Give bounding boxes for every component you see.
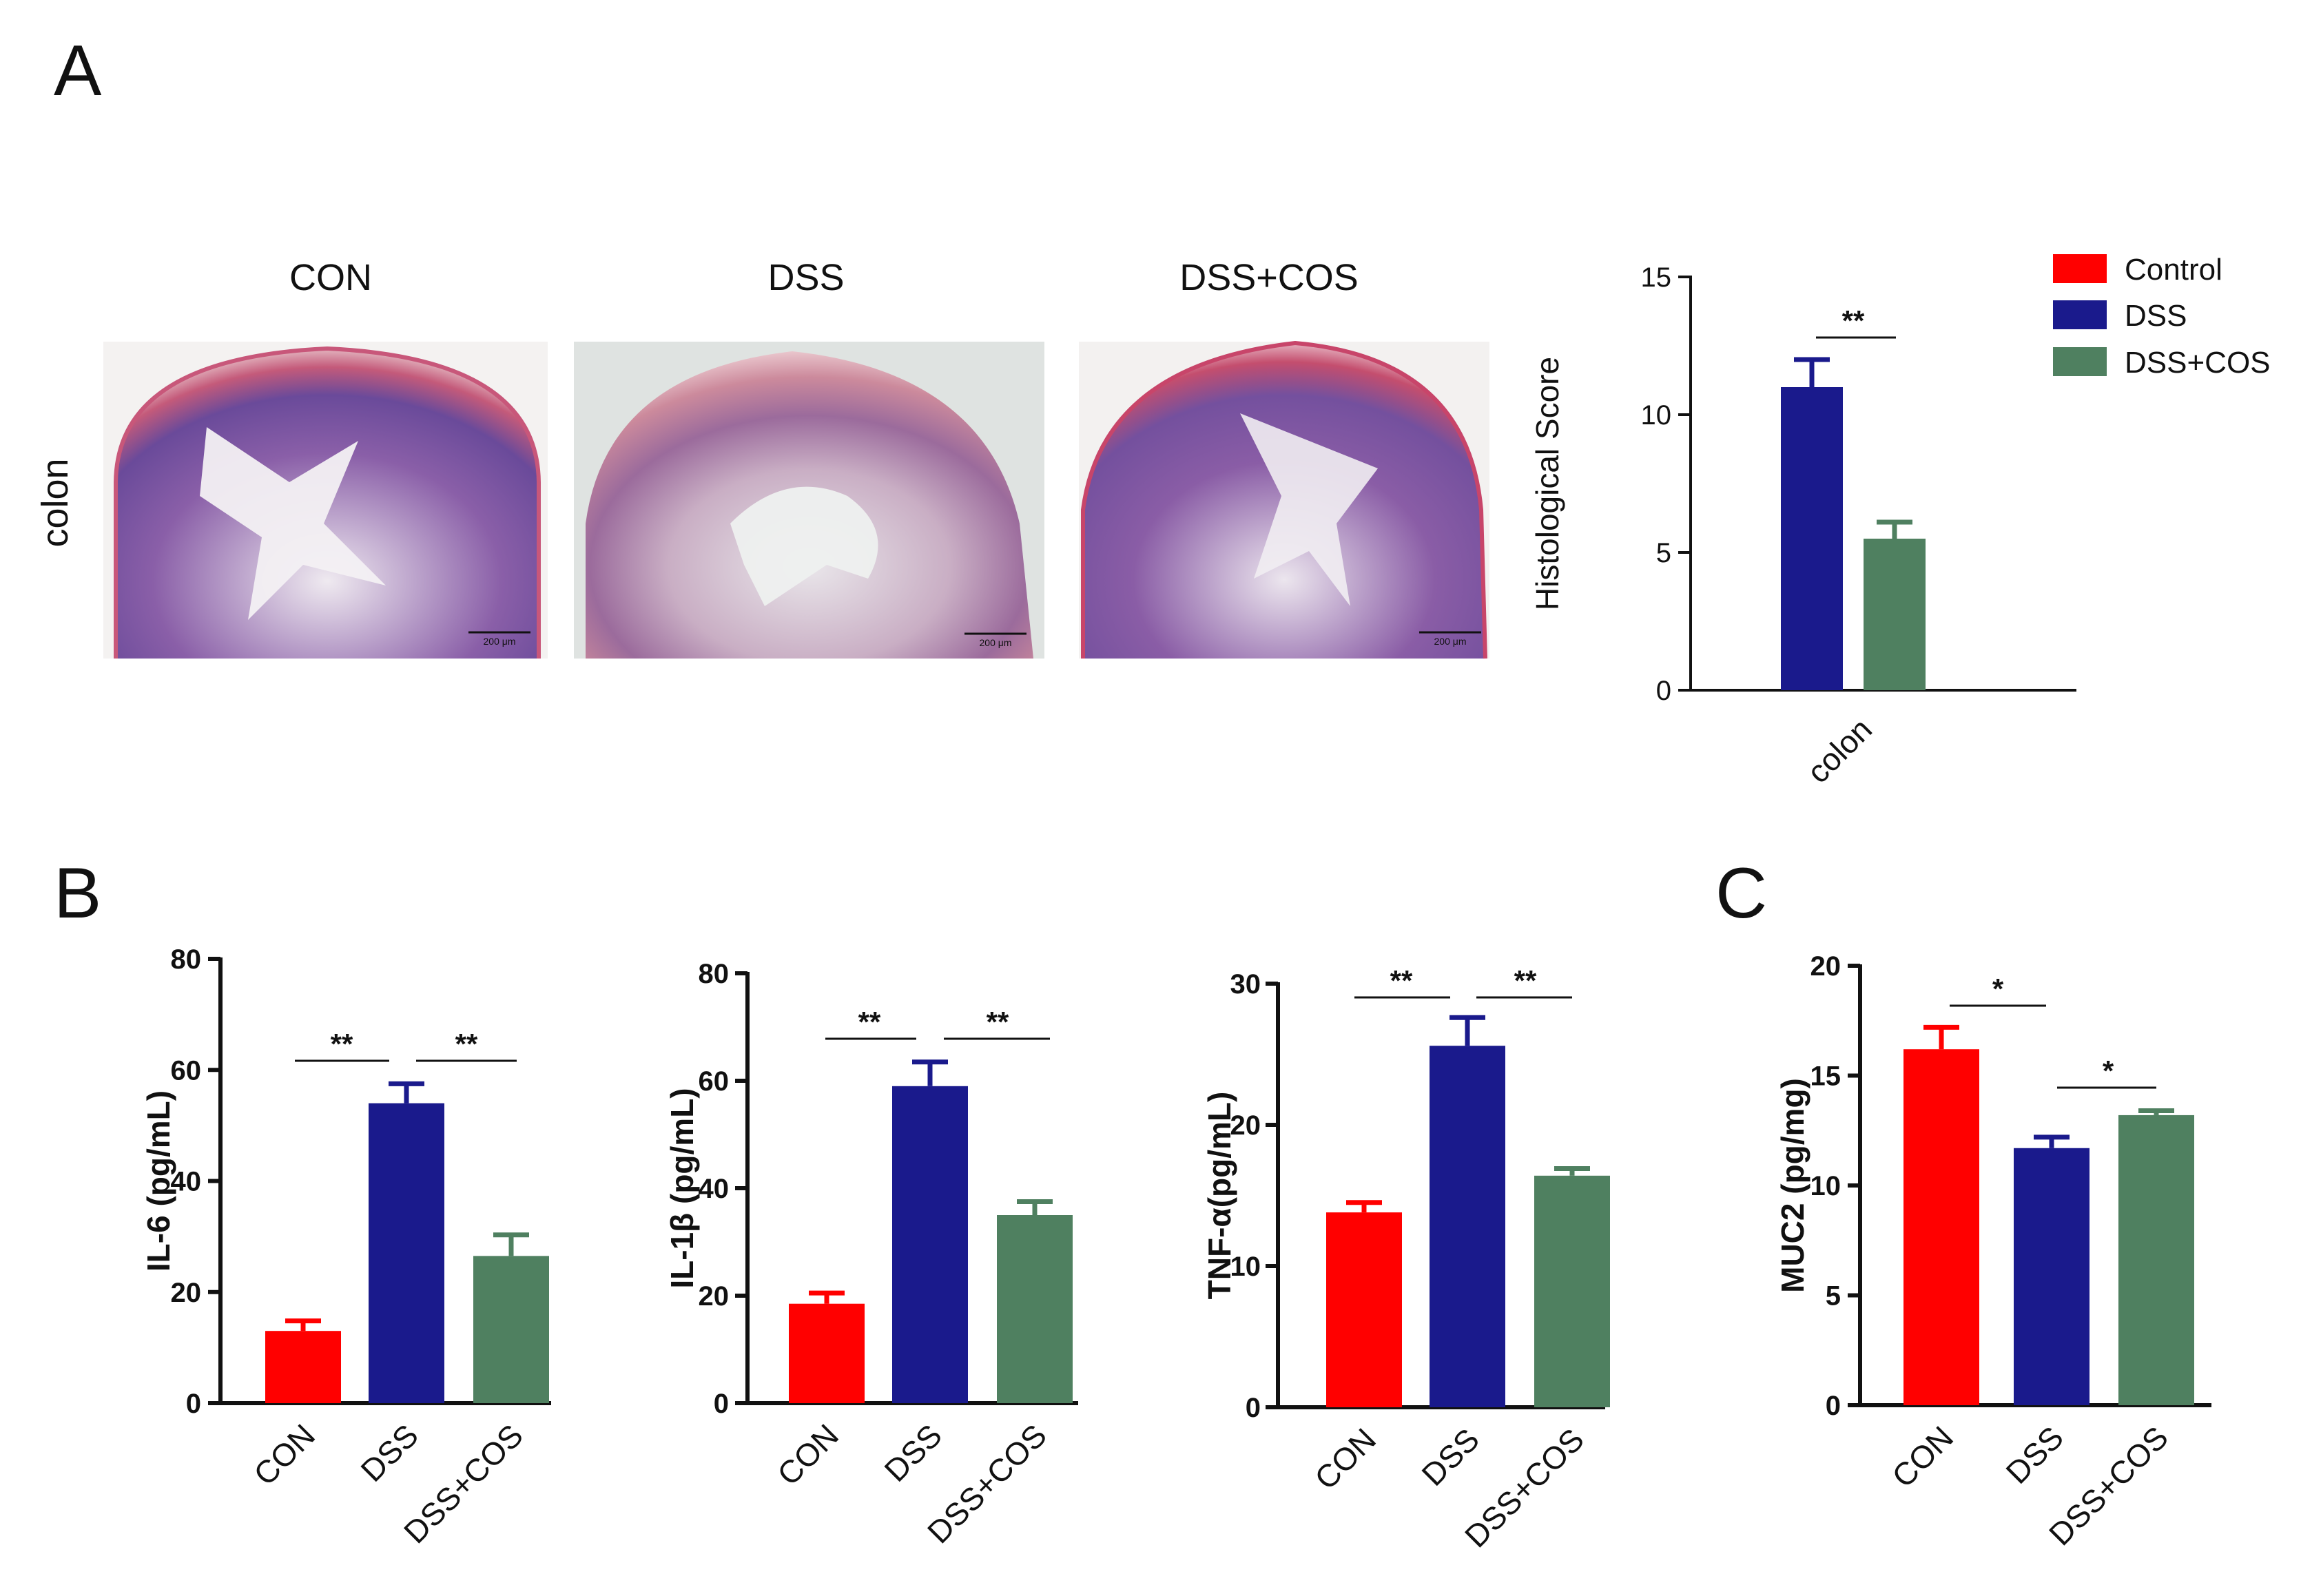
y-tick-label: 40 — [171, 1167, 202, 1197]
y-tick-label: 60 — [699, 1066, 730, 1097]
x-category-label: DSS — [353, 1417, 425, 1489]
x-category-label: CON — [247, 1417, 322, 1492]
bar — [1781, 387, 1843, 690]
x-category-label: colon — [1800, 711, 1879, 790]
histology-title-dss: DSS — [767, 257, 844, 298]
y-tick-label: 20 — [1810, 951, 1841, 982]
bar — [1326, 1212, 1402, 1407]
significance-label: ** — [331, 1028, 353, 1060]
x-category-label: DSS — [877, 1417, 949, 1489]
legend-swatch-control — [2053, 254, 2107, 283]
y-tick-label: 20 — [699, 1281, 730, 1312]
legend-label-dss: DSS — [2125, 299, 2187, 333]
x-category-label: CON — [1308, 1421, 1383, 1496]
y-tick-label: 20 — [1230, 1110, 1261, 1141]
bar — [1534, 1175, 1610, 1407]
significance-label: * — [2103, 1055, 2114, 1087]
bar — [473, 1256, 549, 1403]
significance-label: ** — [1842, 304, 1865, 337]
legend: Control DSS DSS+COS — [2053, 253, 2271, 380]
scale-bar-label: 200 μm — [1434, 636, 1467, 647]
y-tick-label: 40 — [699, 1174, 730, 1204]
legend-label-control: Control — [2125, 253, 2222, 287]
histology-title-dss-cos: DSS+COS — [1179, 257, 1359, 298]
x-category-label: CON — [1885, 1419, 1960, 1494]
y-tick-label: 0 — [186, 1389, 201, 1419]
panel-letter-a: A — [54, 31, 102, 111]
bar — [1864, 539, 1926, 690]
y-tick-label: 0 — [1246, 1393, 1261, 1423]
bar — [1430, 1046, 1505, 1407]
significance-label: ** — [987, 1006, 1009, 1038]
x-category-label: CON — [770, 1417, 845, 1492]
legend-swatch-dss-cos — [2053, 347, 2107, 376]
y-tick-label: 60 — [171, 1055, 202, 1086]
scale-bar-label: 200 μm — [484, 636, 516, 647]
y-tick-label: 80 — [699, 959, 730, 989]
y-tick-label: 0 — [1826, 1391, 1841, 1421]
legend-swatch-dss — [2053, 300, 2107, 329]
bar — [789, 1303, 865, 1403]
significance-label: ** — [1390, 964, 1413, 997]
bar — [2118, 1115, 2194, 1405]
y-tick-label: 5 — [1656, 538, 1671, 568]
chart-histological-score: 0 5 10 15 Histological Score colon ** — [1529, 262, 2076, 790]
bar — [997, 1215, 1073, 1403]
significance-label: ** — [455, 1028, 478, 1060]
y-tick-label: 15 — [1810, 1061, 1841, 1092]
panel-letter-c: C — [1715, 853, 1767, 933]
histology-row-label: colon — [34, 458, 76, 547]
y-tick-label: 0 — [714, 1389, 729, 1419]
bar — [1903, 1049, 1979, 1405]
bar — [369, 1103, 444, 1403]
significance-label: * — [1992, 973, 2004, 1005]
y-tick-label: 10 — [1230, 1252, 1261, 1282]
bar — [892, 1086, 968, 1403]
y-tick-label: 10 — [1810, 1171, 1841, 1201]
significance-label: ** — [858, 1006, 881, 1038]
y-axis-title: Histological Score — [1529, 357, 1565, 610]
y-tick-label: 0 — [1656, 676, 1671, 706]
legend-label-dss-cos: DSS+COS — [2125, 346, 2271, 380]
y-tick-label: 10 — [1641, 400, 1672, 431]
y-tick-label: 30 — [1230, 969, 1261, 999]
x-category-label: DSS — [1999, 1419, 2070, 1491]
scale-bar-label: 200 μm — [980, 637, 1012, 648]
histology-image-dss: 200 μm — [574, 342, 1044, 659]
x-category-label: DSS — [1414, 1421, 1486, 1493]
y-tick-label: 5 — [1826, 1281, 1841, 1312]
y-tick-label: 80 — [171, 944, 202, 975]
significance-label: ** — [1514, 964, 1537, 997]
bar — [2014, 1148, 2090, 1405]
histology-image-con: 200 μm — [103, 342, 548, 659]
histology-image-dss-cos: 200 μm — [1079, 340, 1489, 659]
y-axis-title: TNF-α(pg/mL) — [1201, 1092, 1237, 1300]
bar — [265, 1331, 341, 1403]
y-axis-title: IL-1β (pg/mL) — [664, 1088, 700, 1288]
histology-title-con: CON — [289, 257, 372, 298]
y-axis-title: MUC2 (pg/mg) — [1775, 1078, 1810, 1293]
y-tick-label: 20 — [171, 1278, 202, 1308]
panel-letter-b: B — [54, 853, 101, 933]
y-tick-label: 15 — [1641, 262, 1672, 293]
y-axis-title: IL-6 (pg/mL) — [141, 1090, 176, 1272]
